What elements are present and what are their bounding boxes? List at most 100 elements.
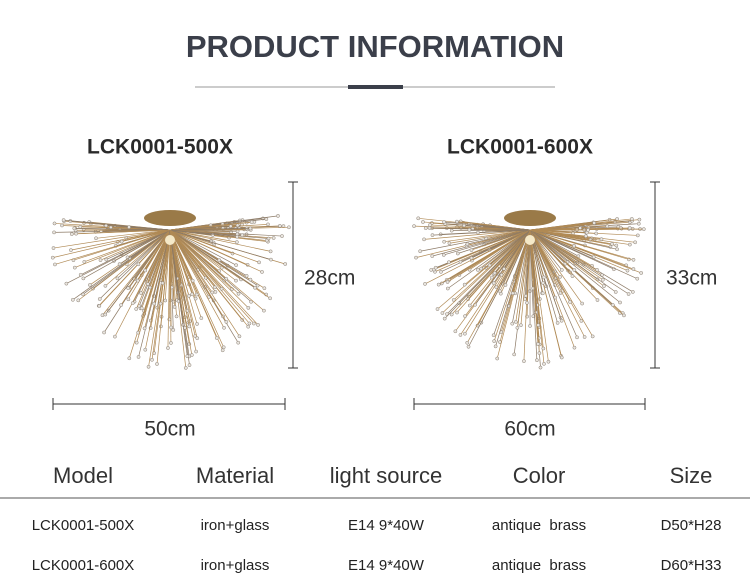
crystal: [499, 272, 504, 277]
crystal: [595, 267, 599, 272]
rod: [167, 229, 171, 349]
crystal: [492, 271, 497, 275]
rod: [169, 229, 193, 356]
crystal: [559, 355, 564, 360]
crystal: [234, 263, 239, 268]
crystal: [436, 282, 441, 287]
rod: [489, 229, 531, 266]
crystal: [602, 284, 606, 288]
rod: [83, 229, 171, 279]
crystal: [249, 220, 254, 225]
rod: [444, 221, 531, 231]
crystal: [257, 260, 261, 265]
crystal: [172, 305, 177, 309]
crystal: [97, 304, 102, 308]
rod: [529, 229, 575, 247]
table-cell: LCK0001-600X: [32, 557, 135, 574]
rod: [448, 229, 531, 263]
crystal: [572, 243, 576, 248]
crystal: [594, 231, 599, 236]
crystal: [537, 351, 542, 355]
crystal: [155, 305, 160, 310]
crystal: [69, 248, 73, 252]
crystal: [146, 282, 150, 286]
crystal: [575, 335, 579, 340]
rod: [529, 229, 539, 345]
column-header: Color: [513, 463, 566, 488]
crystal: [51, 246, 56, 250]
crystal: [169, 341, 173, 345]
crystal: [150, 357, 154, 362]
crystal: [479, 266, 484, 271]
crystal: [570, 274, 575, 278]
crystal: [503, 283, 508, 287]
crystal: [494, 285, 499, 289]
crystal: [430, 233, 435, 237]
rod: [471, 229, 531, 251]
rod: [169, 228, 251, 231]
rod: [447, 229, 531, 289]
rod: [529, 229, 598, 301]
rod: [80, 229, 171, 276]
rod: [499, 229, 531, 292]
crystal: [248, 277, 253, 282]
rod: [529, 229, 562, 321]
spec-table: Model Material light source Color Size LCK000…: [0, 463, 750, 574]
crystal: [183, 366, 188, 370]
rod: [529, 229, 634, 261]
crystal: [615, 247, 619, 252]
crystal: [594, 227, 599, 231]
crystal: [610, 303, 615, 307]
rod: [529, 229, 618, 250]
crystal: [78, 272, 83, 277]
rod: [529, 229, 593, 337]
crystal: [115, 276, 120, 281]
rod: [169, 229, 172, 328]
rod: [443, 229, 531, 256]
crystal: [590, 334, 595, 339]
crystal: [555, 321, 560, 325]
crystal: [237, 334, 242, 339]
crystal: [194, 292, 199, 297]
crystal: [72, 226, 77, 231]
crystal: [416, 216, 421, 221]
crystal: [136, 262, 141, 267]
rod: [529, 229, 573, 277]
crystal: [441, 253, 446, 257]
crystal: [235, 234, 239, 239]
rod: [477, 229, 531, 233]
crystal: [283, 262, 288, 266]
crystal: [102, 330, 106, 335]
crystal: [212, 285, 217, 290]
crystal: [442, 220, 446, 224]
crystal: [522, 359, 526, 363]
column-header: Model: [53, 463, 113, 488]
crystal: [268, 296, 272, 301]
table-cell: D60*H33: [661, 557, 722, 574]
crystal: [558, 275, 562, 279]
crystal: [52, 221, 57, 226]
crystal: [512, 352, 517, 357]
crystal: [449, 312, 454, 317]
crystal: [572, 345, 577, 350]
crystal: [266, 222, 270, 227]
rod: [105, 229, 171, 315]
crystal: [139, 306, 144, 311]
crystal: [249, 299, 253, 304]
crystal: [536, 342, 540, 346]
crystal: [515, 325, 520, 330]
crystal: [234, 278, 238, 283]
crystal: [187, 294, 191, 298]
rod: [466, 229, 531, 343]
crystal: [265, 238, 269, 243]
crystal: [236, 340, 241, 345]
bulb: [165, 235, 175, 245]
crystal: [639, 271, 644, 275]
crystal: [455, 310, 459, 315]
rod: [529, 229, 549, 362]
crystal: [614, 243, 619, 248]
crystal: [613, 290, 618, 294]
crystal: [463, 314, 467, 318]
column-header: light source: [330, 463, 443, 488]
rod: [529, 229, 613, 245]
